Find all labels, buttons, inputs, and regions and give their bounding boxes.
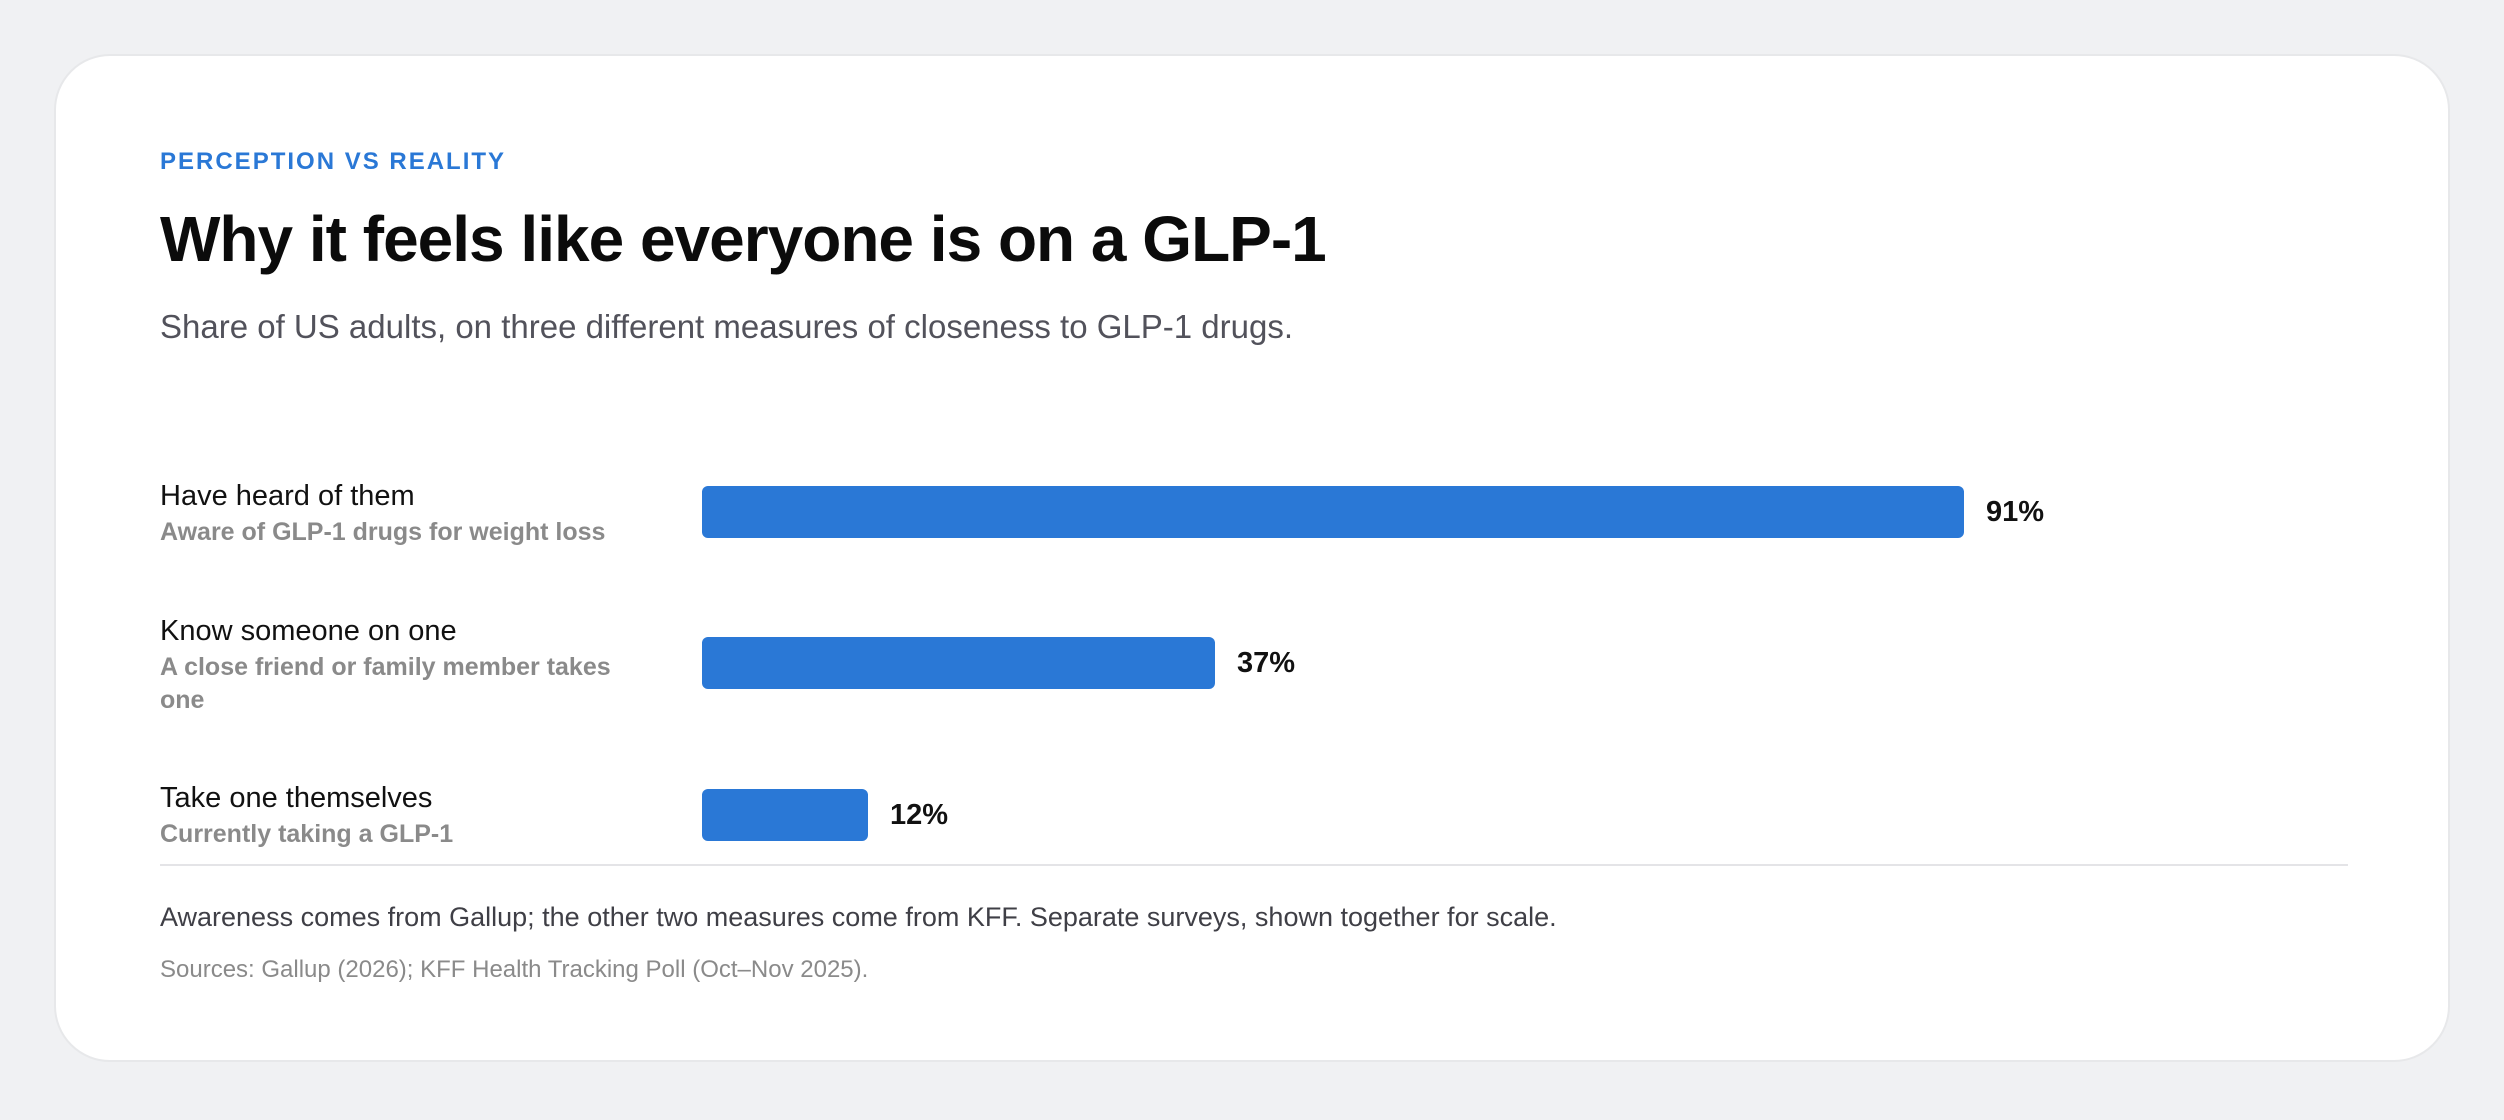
- bar-value-label: 91%: [1986, 496, 2045, 528]
- chart-card: PERCEPTION VS REALITY Why it feels like …: [54, 54, 2450, 1062]
- bar: [702, 789, 868, 841]
- footnote: Awareness comes from Gallup; the other t…: [160, 902, 1557, 932]
- eyebrow-label: PERCEPTION VS REALITY: [160, 148, 507, 175]
- bar: [702, 486, 1964, 538]
- category-description: A close friend or family member takes on…: [160, 653, 611, 714]
- bar: [702, 637, 1215, 689]
- category-label: Have heard of them: [160, 480, 415, 512]
- category-label: Take one themselves: [160, 782, 433, 814]
- category-label: Know someone on one: [160, 615, 457, 647]
- row-label: Take one themselves Currently taking a G…: [160, 780, 640, 851]
- row-label: Have heard of them Aware of GLP-1 drugs …: [160, 478, 640, 549]
- category-description: Currently taking a GLP-1: [160, 820, 454, 848]
- sources-note: Sources: Gallup (2026); KFF Health Track…: [160, 956, 869, 983]
- chart-title: Why it feels like everyone is on a GLP-1: [160, 203, 1327, 275]
- divider: [160, 864, 2348, 866]
- bar-chart: Have heard of them Aware of GLP-1 drugs …: [160, 416, 2348, 866]
- bar-value-label: 37%: [1237, 647, 1296, 679]
- chart-subtitle: Share of US adults, on three different m…: [160, 308, 1294, 345]
- category-description: Aware of GLP-1 drugs for weight loss: [160, 518, 606, 546]
- bar-value-label: 12%: [890, 799, 949, 831]
- row-label: Know someone on one A close friend or fa…: [160, 613, 640, 717]
